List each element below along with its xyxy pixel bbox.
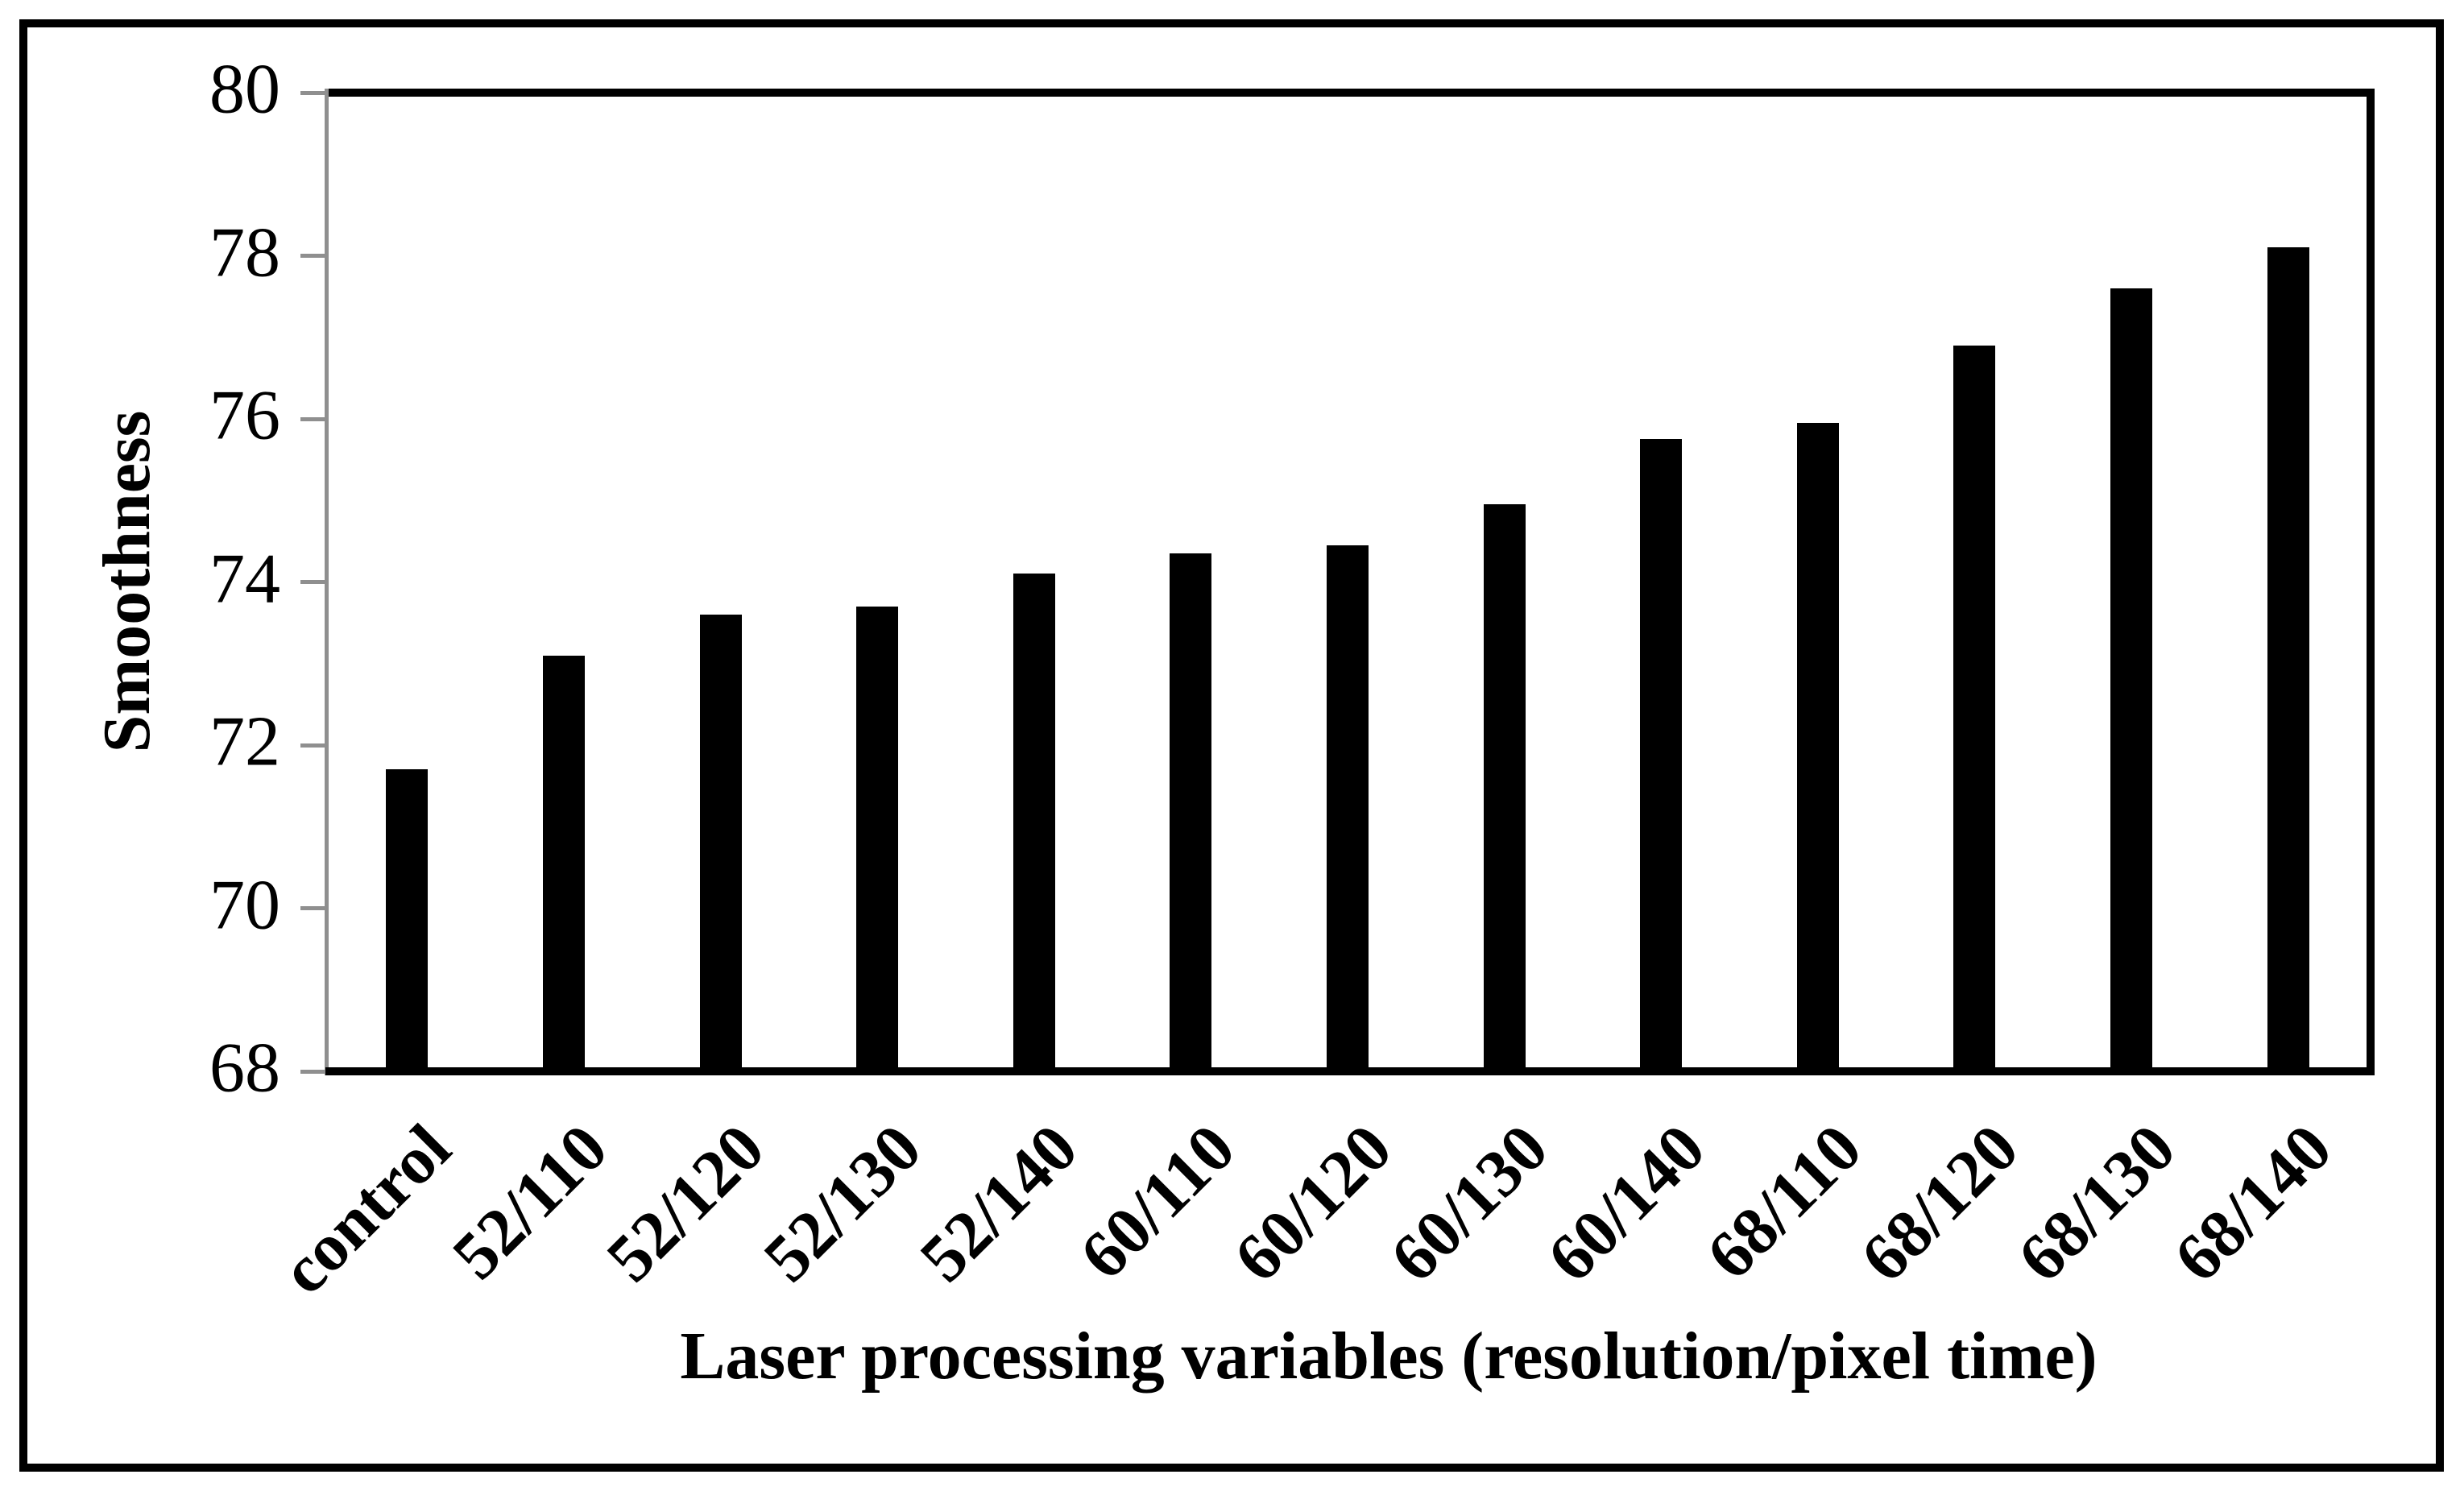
x-axis-line [325, 1067, 2375, 1075]
y-tick-label: 72 [209, 702, 280, 781]
bar [856, 606, 899, 1071]
y-tick-mark [300, 906, 325, 910]
y-tick-mark [300, 1069, 325, 1074]
plot-top-border [326, 89, 2375, 97]
bar [2267, 247, 2309, 1071]
y-axis-title: Smoothness [89, 410, 164, 753]
y-tick-mark [300, 580, 325, 584]
x-axis-title: Laser processing variables (resolution/p… [680, 1319, 2098, 1394]
y-axis-line [325, 89, 329, 1075]
y-tick-label: 68 [209, 1029, 280, 1108]
bar [386, 769, 429, 1071]
bar [542, 655, 585, 1071]
figure-outer-border [19, 19, 2444, 1472]
bar [1483, 504, 1526, 1071]
y-tick-label: 80 [209, 50, 280, 129]
plot-right-border [2367, 89, 2375, 1075]
y-tick-mark [300, 416, 325, 421]
bar [1327, 545, 1369, 1071]
bar [699, 615, 742, 1071]
y-tick-mark [300, 90, 325, 95]
y-tick-label: 74 [209, 539, 280, 618]
y-tick-label: 76 [209, 376, 280, 455]
y-tick-mark [300, 743, 325, 748]
bar [1013, 574, 1055, 1071]
bar [1953, 345, 1996, 1071]
bar [1170, 553, 1212, 1071]
y-tick-label: 70 [209, 865, 280, 944]
bar [2110, 288, 2153, 1071]
y-tick-label: 78 [209, 213, 280, 292]
bar [1640, 439, 1683, 1071]
y-tick-mark [300, 254, 325, 258]
bar [1796, 423, 1839, 1071]
